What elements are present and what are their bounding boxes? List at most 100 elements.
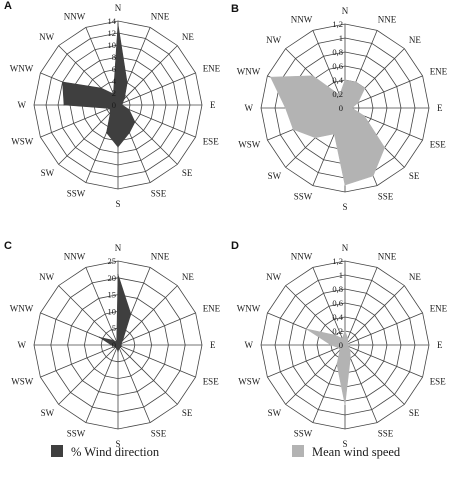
- direction-label-nw: NW: [266, 272, 281, 282]
- radial-tick-label: 12: [108, 28, 117, 38]
- data-point-ese: [347, 345, 349, 347]
- grid-spoke-sw: [285, 344, 346, 405]
- legend-label-mean-wind-speed: Mean wind speed: [312, 445, 401, 459]
- direction-label-ssw: SSW: [294, 429, 313, 439]
- direction-label-nw: NW: [266, 35, 281, 45]
- data-point-n: [117, 23, 119, 25]
- direction-label-wsw: WSW: [11, 377, 34, 387]
- direction-label-se: SE: [182, 408, 193, 418]
- direction-label-ssw: SSW: [67, 429, 86, 439]
- data-point-ene: [357, 102, 359, 104]
- radial-tick-label: 0: [339, 103, 343, 113]
- radial-tick-label: 0: [112, 100, 116, 110]
- direction-label-wnw: WNW: [10, 63, 34, 73]
- radial-tick-label: 0,4: [332, 75, 343, 85]
- direction-label-nne: NNE: [151, 11, 170, 21]
- radial-tick-label: 0,6: [332, 298, 343, 308]
- direction-label-ne: NE: [409, 272, 421, 282]
- radial-tick-label: 0,4: [332, 312, 343, 322]
- radial-tick-label: 2: [112, 88, 116, 98]
- data-point-s: [344, 184, 346, 186]
- direction-label-se: SE: [182, 168, 193, 178]
- direction-label-ene: ENE: [430, 303, 448, 313]
- radial-tick-label: 0,8: [332, 284, 343, 294]
- data-point-nnw: [116, 341, 118, 343]
- direction-label-ene: ENE: [430, 66, 448, 76]
- direction-label-sse: SSE: [151, 189, 167, 199]
- data-point-n: [344, 79, 346, 81]
- data-point-w: [63, 104, 65, 106]
- grid-spoke-sw: [58, 104, 119, 165]
- grid-spoke-ne: [117, 285, 178, 346]
- direction-label-nnw: NNW: [64, 251, 86, 261]
- wind-rose-panel-d: D 0 0,2 0,4 0,6 0,8 1 1,2 N NNE NE ENE E ESE SE SSE S SSW…: [231, 240, 448, 449]
- grid-spoke-se: [344, 344, 405, 405]
- data-point-se: [119, 346, 121, 348]
- grid-spoke-ssw: [85, 344, 119, 423]
- data-point-ene: [347, 343, 349, 345]
- data-point-sw: [339, 349, 341, 351]
- wind-rose-panel-b: B 0 0,2 0,4 0,6 0,8 1 1,2 N NNE NE ENE E ESE SE SSE S SSW…: [231, 3, 448, 212]
- radial-tick-label: 0,6: [332, 61, 343, 71]
- direction-label-ese: ESE: [203, 377, 220, 387]
- radial-tick-label: 1: [339, 270, 343, 280]
- panel-letter: B: [231, 3, 239, 15]
- data-point-nw: [100, 87, 102, 89]
- direction-label-sse: SSE: [378, 429, 394, 439]
- data-point-wnw: [98, 336, 100, 338]
- direction-label-ne: NE: [409, 35, 421, 45]
- data-point-nw: [112, 339, 114, 341]
- direction-label-ssw: SSW: [67, 189, 86, 199]
- direction-label-ssw: SSW: [294, 192, 313, 202]
- wind-rose-panel-a: A 0 2 4 6 8 10 12 14 N NNE NE ENE E ESE SE SSE S SSW SW WSW W…: [4, 0, 221, 209]
- direction-label-ene: ENE: [203, 63, 221, 73]
- data-point-ese: [128, 108, 130, 111]
- data-point-e: [121, 104, 123, 106]
- direction-label-s: S: [342, 439, 347, 449]
- grid-spoke-ese: [117, 104, 196, 138]
- direction-label-ene: ENE: [203, 303, 221, 313]
- direction-label-sw: SW: [41, 408, 55, 418]
- direction-label-ne: NE: [182, 272, 194, 282]
- direction-label-nw: NW: [39, 32, 54, 42]
- direction-label-n: N: [115, 243, 122, 253]
- data-point-nne: [130, 313, 132, 315]
- direction-label-nnw: NNW: [64, 11, 86, 21]
- data-point-ssw: [333, 133, 335, 135]
- data-point-e: [347, 344, 350, 346]
- data-point-ne: [123, 98, 125, 100]
- radial-tick-label: 1,2: [332, 19, 343, 29]
- data-point-se: [383, 146, 386, 149]
- grid-spoke-ene: [117, 72, 196, 106]
- radial-tick-label: 1,2: [332, 256, 343, 266]
- legend-swatch-wind-direction: [51, 445, 63, 457]
- grid-spoke-wsw: [267, 344, 346, 378]
- direction-label-w: W: [18, 100, 27, 110]
- legend-label-wind-direction: % Wind direction: [71, 445, 160, 459]
- radial-tick-label: 6: [112, 64, 116, 74]
- direction-label-sse: SSE: [378, 192, 394, 202]
- direction-label-wsw: WSW: [238, 377, 261, 387]
- legend-swatch-mean-wind-speed: [292, 445, 304, 457]
- data-point-sw: [314, 137, 316, 139]
- direction-label-sw: SW: [268, 408, 282, 418]
- grid-spoke-ne: [344, 285, 405, 346]
- grid-spoke-nnw: [85, 267, 119, 346]
- direction-label-nne: NNE: [378, 251, 397, 261]
- grid-spoke-nnw: [312, 267, 346, 346]
- data-point-ese: [120, 345, 122, 347]
- data-point-n: [344, 330, 346, 332]
- radial-tick-label: 0: [112, 340, 116, 350]
- grid-spoke-se: [117, 344, 178, 405]
- data-point-w: [110, 344, 112, 346]
- direction-label-sw: SW: [41, 168, 55, 178]
- direction-label-e: E: [437, 103, 443, 113]
- data-point-s: [117, 146, 119, 148]
- data-point-ssw: [105, 132, 108, 134]
- data-point-se: [349, 349, 351, 351]
- data-point-nne: [126, 82, 128, 84]
- data-point-s: [117, 351, 119, 353]
- data-point-wnw: [61, 81, 64, 83]
- direction-label-se: SE: [409, 171, 420, 181]
- radial-tick-label: 0,2: [332, 89, 343, 99]
